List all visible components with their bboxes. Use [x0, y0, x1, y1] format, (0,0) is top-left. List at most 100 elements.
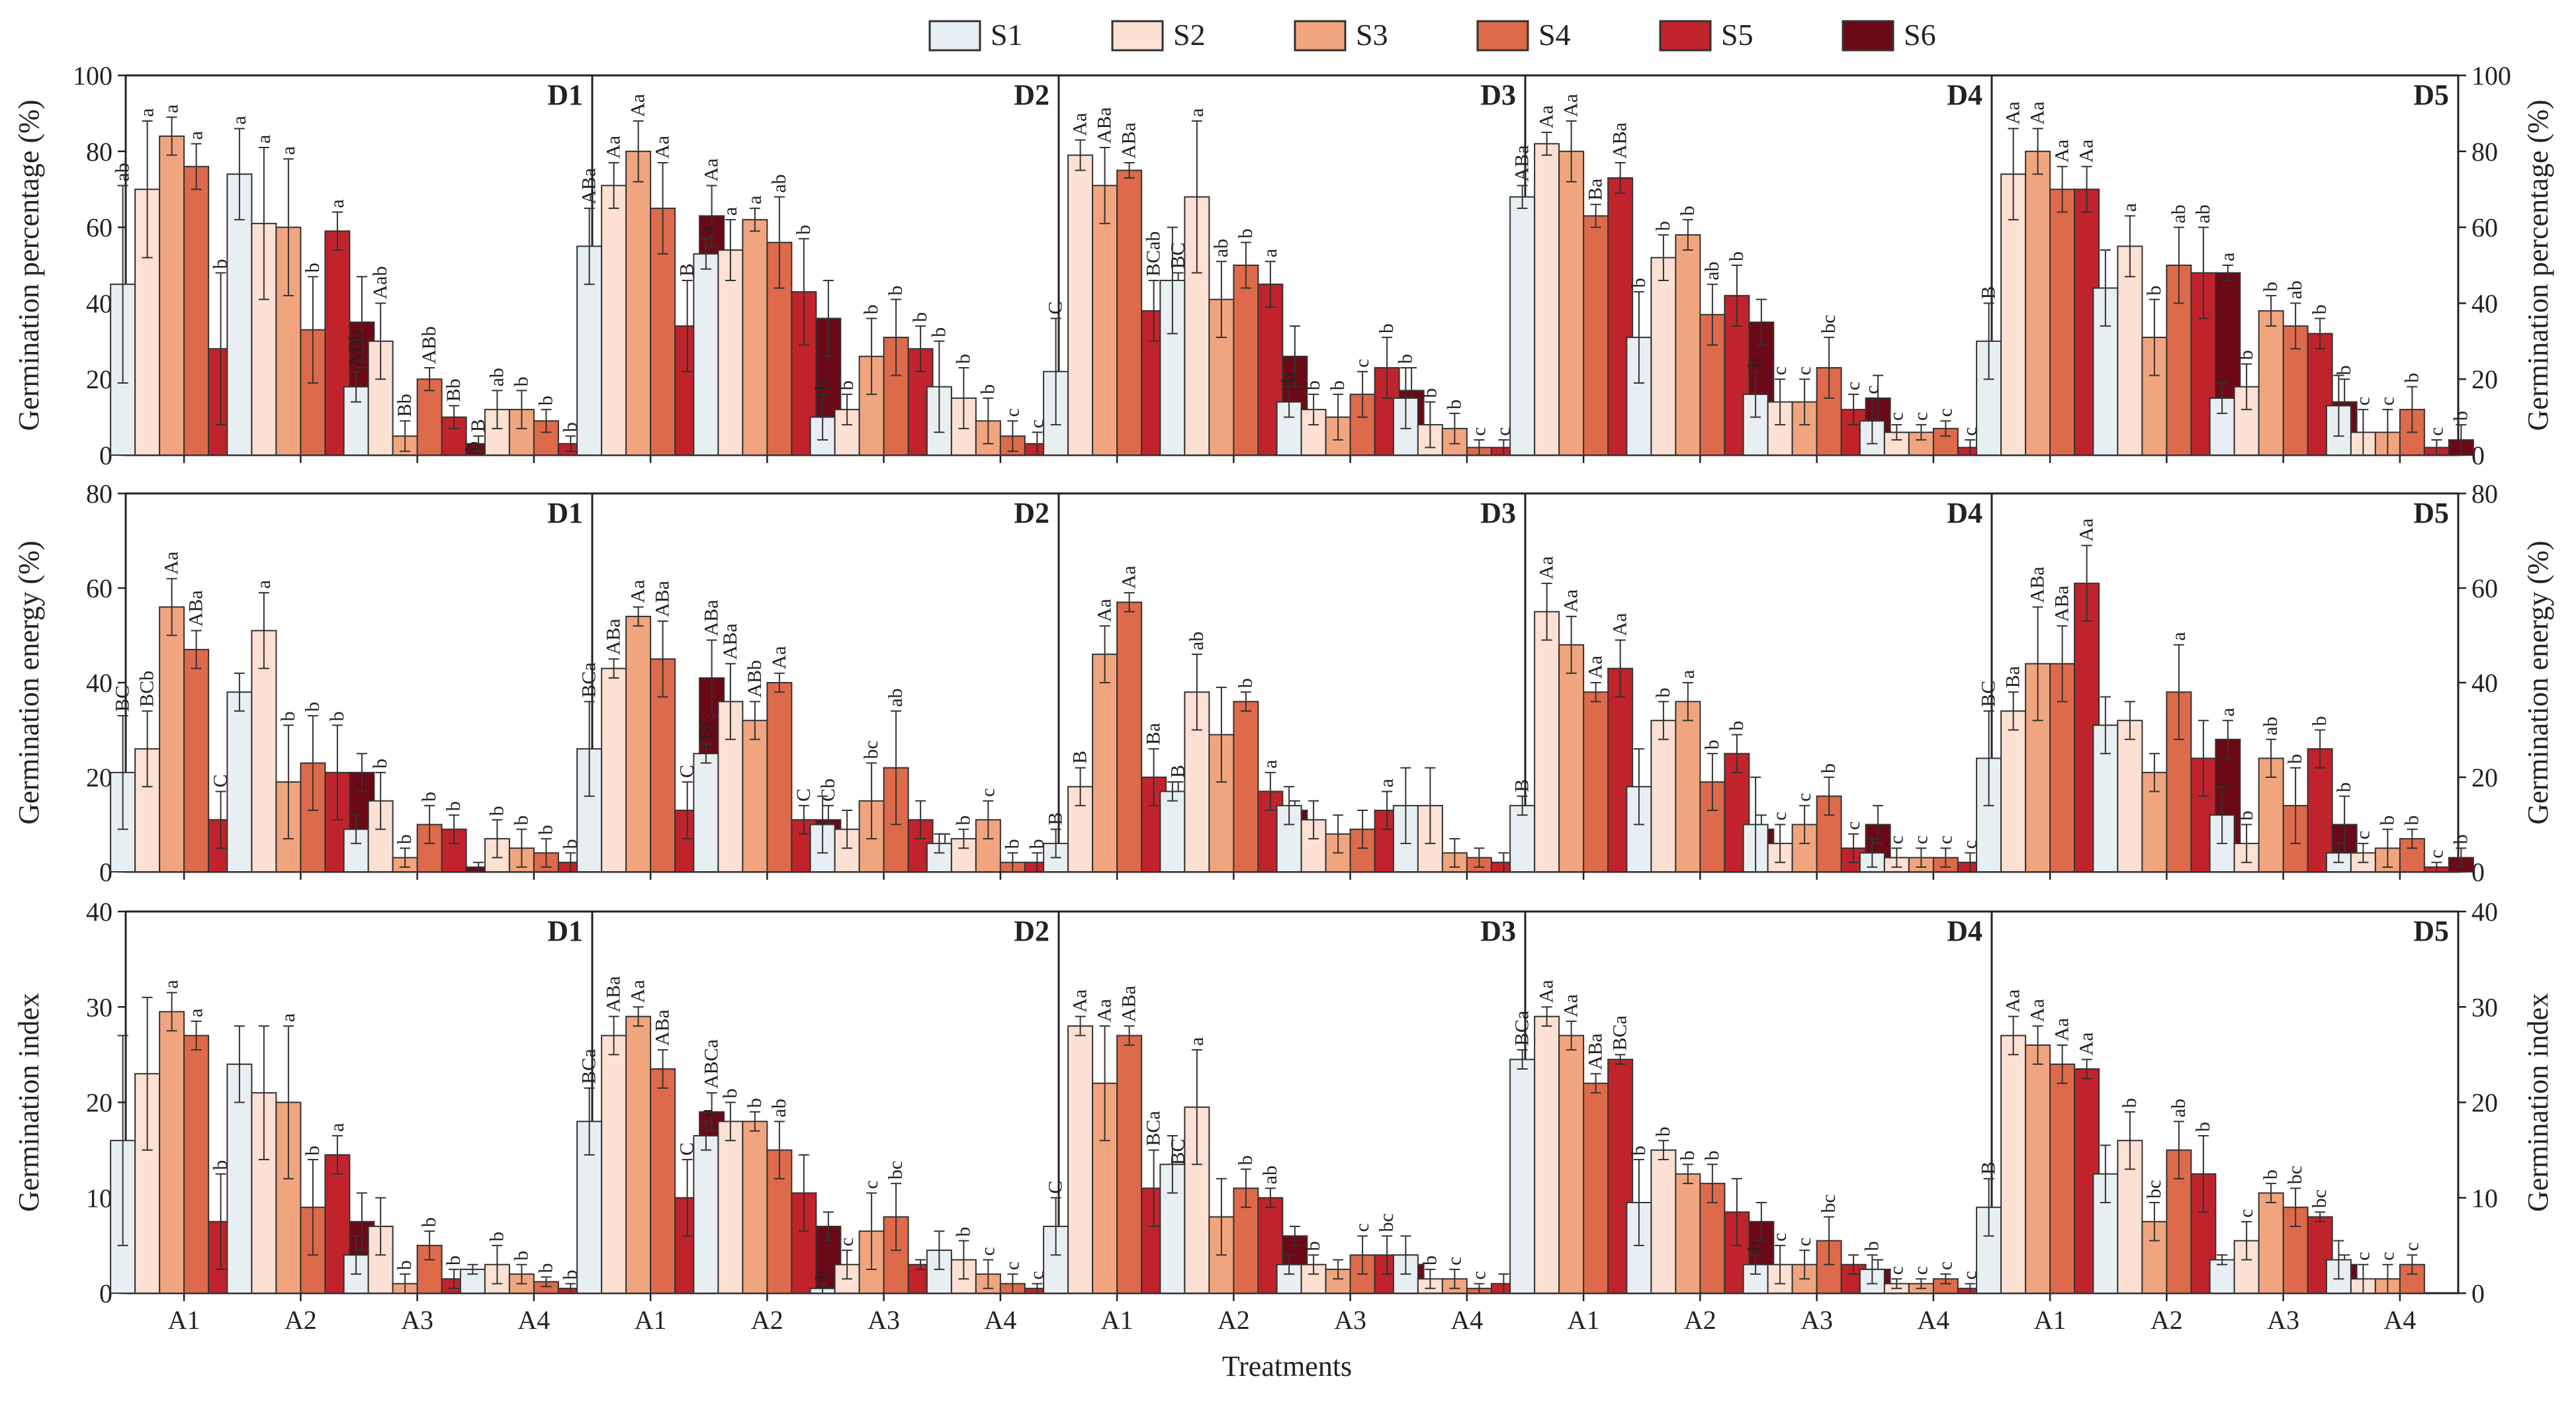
bar-a1-s4 [1583, 215, 1609, 456]
significance-label: B [1167, 765, 1189, 778]
y-tick-label-right: 40 [2471, 897, 2498, 927]
significance-label: b [1677, 206, 1699, 216]
significance-label: bc [1376, 1213, 1398, 1232]
panel-label: D2 [1014, 79, 1049, 111]
significance-label: c [1934, 835, 1956, 844]
legend: S1 S2 S3 S4 S5 S6 [928, 18, 1936, 52]
bar-a1-s2 [1534, 143, 1560, 456]
significance-label: Aa [768, 646, 790, 669]
bar-a1-s2 [1067, 1025, 1094, 1294]
significance-label: b [461, 441, 483, 451]
significance-label: c [2235, 1209, 2257, 1217]
bar-a1-s2 [601, 185, 627, 456]
significance-label: b [369, 759, 391, 769]
significance-label: ABb [744, 660, 766, 698]
significance-label: bc [1818, 315, 1840, 333]
significance-label: B [1045, 812, 1067, 826]
bar-a2-s1 [693, 1134, 719, 1295]
significance-label: b [510, 816, 532, 826]
significance-label: b [1278, 373, 1300, 383]
significance-label: a [228, 116, 250, 124]
significance-label: B [1511, 779, 1533, 792]
significance-label: bc [885, 1161, 907, 1179]
bar-a1-s3 [1558, 644, 1585, 872]
bar-a1-s3 [1092, 654, 1118, 872]
significance-label: a [744, 196, 766, 204]
significance-label: c [1959, 840, 1980, 849]
significance-label: b [811, 1270, 833, 1280]
bar-a1-s3 [625, 150, 652, 456]
x-tick-label-a3: A3 [867, 1305, 900, 1335]
y-tick-label-left: 60 [86, 574, 112, 603]
bar-a1-s3 [159, 135, 185, 456]
legend-label-s5: S5 [1721, 18, 1754, 52]
significance-label: b [2284, 754, 2306, 764]
bar-a1-s3 [159, 1011, 185, 1295]
significance-label: B [467, 419, 489, 432]
y-tick-label-right: 20 [2471, 364, 2498, 394]
bar-a3-s4 [416, 378, 443, 456]
panel-label: D4 [1947, 915, 1982, 947]
significance-label: c [977, 788, 999, 796]
significance-label: BCa [1143, 1111, 1165, 1146]
significance-label: b [1302, 1241, 1324, 1251]
significance-label: b [210, 1160, 232, 1170]
significance-label: Aa [1094, 599, 1116, 622]
legend-swatch-s3 [1294, 20, 1347, 52]
significance-label: a [2217, 253, 2239, 261]
x-tick-label-a3: A3 [1800, 1305, 1833, 1335]
x-tick-label-a4: A4 [1450, 1305, 1483, 1335]
x-tick-label-a3: A3 [2267, 1305, 2299, 1335]
significance-label: BCa [578, 662, 600, 697]
x-tick-label-a1: A1 [1568, 1305, 1600, 1335]
bar-a2-s2 [2117, 245, 2143, 456]
significance-label: c [1885, 835, 1907, 844]
significance-label: a [1677, 670, 1699, 679]
significance-label: C [676, 1142, 698, 1156]
significance-label: bc [2309, 1189, 2331, 1208]
significance-label: Aa [2051, 140, 2073, 163]
significance-label: c [1026, 1271, 1047, 1279]
panel-d4: D4BAaAaAaAaBbabbccbccccc [1509, 492, 2008, 880]
significance-label: Aa [1585, 656, 1607, 679]
significance-label: c [1769, 1233, 1791, 1242]
significance-label: b [443, 801, 465, 811]
significance-label: ab [2168, 204, 2190, 223]
bar-a1-s5 [1607, 177, 1634, 456]
significance-label: a [277, 1013, 299, 1022]
significance-label: C [1045, 1181, 1067, 1194]
y-tick-label-right: 10 [2471, 1183, 2498, 1213]
panel-label: D3 [1480, 79, 1516, 111]
significance-label: c [1468, 427, 1489, 436]
significance-label: bc [1818, 1194, 1840, 1212]
significance-label: Aa [2002, 990, 2024, 1013]
significance-label: b [302, 263, 324, 273]
significance-label: a [1259, 760, 1281, 769]
y-tick-label-right: 60 [2471, 574, 2498, 603]
panel-label: D2 [1014, 497, 1049, 529]
significance-label: a [719, 207, 741, 216]
significance-label: b [977, 384, 999, 394]
significance-label: Cb [817, 779, 839, 802]
bar-a1-s4 [2049, 189, 2076, 456]
bar-a1-s2 [1534, 611, 1560, 872]
significance-label: b [2260, 1169, 2282, 1179]
significance-label: ab [486, 368, 508, 386]
significance-label: ab [2192, 204, 2214, 223]
significance-label: ab [1259, 1166, 1281, 1184]
significance-label: Aa [1560, 589, 1582, 613]
y-tick-label-right: 80 [2471, 137, 2498, 167]
significance-label: c [1842, 821, 1864, 829]
y-tick-label-left: 10 [86, 1183, 112, 1213]
bar-a1-s4 [183, 1035, 210, 1295]
bar-a1-s3 [159, 606, 185, 872]
significance-label: b [1235, 1155, 1257, 1165]
bar-a2-s2 [2117, 720, 2143, 872]
bar-a2-s1 [693, 253, 719, 456]
bar-a1-s2 [1067, 154, 1094, 456]
bar-a1-s2 [2000, 1035, 2027, 1295]
significance-label: ab [1210, 239, 1232, 257]
